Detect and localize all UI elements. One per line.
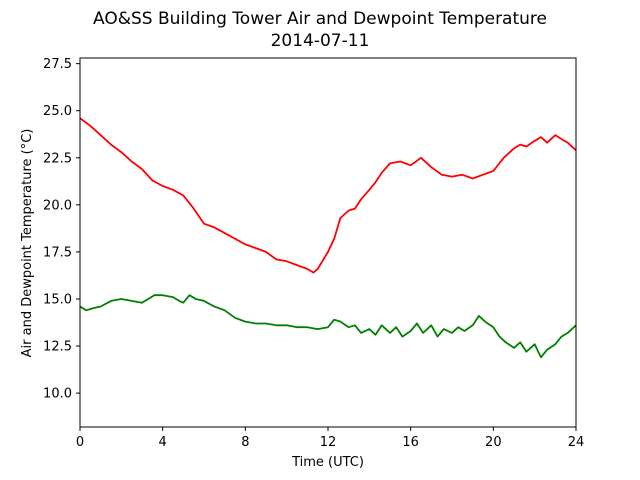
- y-tick-label: 22.5: [43, 151, 72, 166]
- series-layer: [79, 117, 577, 359]
- y-tick-label: 12.5: [43, 340, 72, 355]
- series-line-1: [79, 117, 577, 274]
- x-axis-label: Time (UTC): [291, 455, 364, 470]
- y-tick-label: 27.5: [43, 57, 72, 72]
- y-tick-label: 25.0: [43, 104, 72, 119]
- x-tick-label: 8: [241, 435, 249, 450]
- y-axis-label: Air and Dewpoint Temperature (°C): [20, 129, 35, 358]
- y-tick-label: 10.0: [43, 387, 72, 402]
- plot-frame: [79, 57, 577, 428]
- x-axis: 0 4 8 12 16 20 24: [76, 427, 584, 450]
- x-tick-label: 16: [402, 435, 419, 450]
- x-tick-label: 20: [485, 435, 502, 450]
- x-tick-label: 0: [76, 435, 84, 450]
- x-tick-label: 4: [159, 435, 167, 450]
- x-tick-label: 24: [568, 435, 585, 450]
- y-axis: 10.0 12.5 15.0 17.5 20.0 22.5 25.0 27.5: [43, 57, 80, 402]
- y-tick-label: 20.0: [43, 198, 72, 213]
- chart-subtitle: 2014-07-11: [271, 31, 370, 51]
- series-line-2: [79, 294, 577, 359]
- y-tick-label: 15.0: [43, 292, 72, 307]
- plot-border: [79, 57, 577, 428]
- chart-title: AO&SS Building Tower Air and Dewpoint Te…: [93, 9, 547, 29]
- y-tick-label: 17.5: [43, 245, 72, 260]
- x-tick-label: 12: [320, 435, 337, 450]
